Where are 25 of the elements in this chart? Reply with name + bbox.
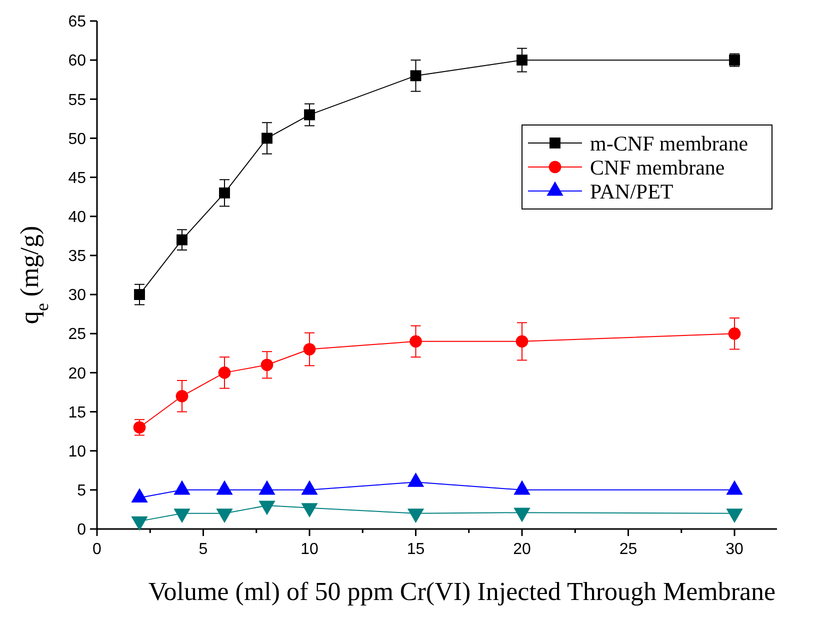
legend-label: PAN/PET xyxy=(590,179,674,204)
y-tick-label: 5 xyxy=(77,482,86,500)
y-tick-label: 55 xyxy=(68,92,86,109)
y-tick-label: 20 xyxy=(68,365,86,382)
y-tick-label: 50 xyxy=(68,130,86,148)
y-tick-label: 45 xyxy=(68,170,86,187)
x-tick-label: 5 xyxy=(198,541,208,558)
x-tick-label: 15 xyxy=(406,541,425,558)
y-tick-label: 10 xyxy=(68,443,86,460)
y-tick-label: 35 xyxy=(68,248,86,266)
y-tick-label: 15 xyxy=(68,404,86,422)
y-tick-label: 60 xyxy=(68,52,86,70)
x-tick-label: 30 xyxy=(726,541,744,558)
y-tick-label: 0 xyxy=(77,522,86,539)
x-tick-label: 10 xyxy=(300,541,318,558)
legend-label: CNF membrane xyxy=(590,155,725,180)
x-axis-title: Volume (ml) of 50 ppm Cr(VI) Injected Through Membrane xyxy=(148,577,776,606)
x-tick-label: 0 xyxy=(92,541,102,558)
x-tick-label: 20 xyxy=(513,541,531,558)
x-tick-label: 25 xyxy=(619,541,638,558)
y-tick-label: 25 xyxy=(68,326,86,344)
y-tick-label: 40 xyxy=(68,208,86,226)
y-tick-label: 65 xyxy=(68,14,86,31)
y-tick-label: 30 xyxy=(68,287,86,304)
legend-label: m-CNF membrane xyxy=(590,131,748,156)
